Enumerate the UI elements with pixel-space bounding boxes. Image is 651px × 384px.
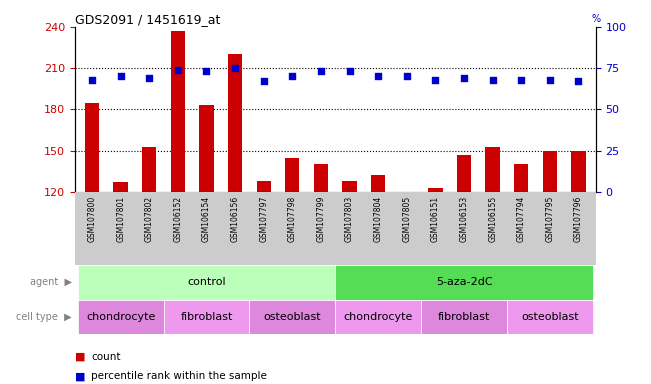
Text: ■: ■ <box>75 352 89 362</box>
Text: fibroblast: fibroblast <box>438 312 490 322</box>
Text: osteoblast: osteoblast <box>521 312 579 322</box>
Text: GSM107798: GSM107798 <box>288 196 297 242</box>
Text: GSM107799: GSM107799 <box>316 196 326 242</box>
Point <box>516 77 527 83</box>
Point <box>115 73 126 79</box>
Text: GSM106151: GSM106151 <box>431 196 440 242</box>
Text: 5-aza-2dC: 5-aza-2dC <box>436 277 492 287</box>
Bar <box>507 300 593 334</box>
Bar <box>335 265 593 300</box>
Text: GSM106154: GSM106154 <box>202 196 211 242</box>
Bar <box>342 181 357 192</box>
Point <box>459 75 469 81</box>
Text: GSM107804: GSM107804 <box>374 196 383 242</box>
Bar <box>428 188 443 192</box>
Text: osteoblast: osteoblast <box>264 312 321 322</box>
Bar <box>163 300 249 334</box>
Text: control: control <box>187 277 226 287</box>
Bar <box>371 175 385 192</box>
Bar <box>256 181 271 192</box>
Point <box>230 65 240 71</box>
Bar <box>171 31 185 192</box>
Bar <box>142 147 156 192</box>
Bar <box>199 105 214 192</box>
Point <box>287 73 298 79</box>
Text: ■: ■ <box>75 371 89 381</box>
Bar <box>77 265 335 300</box>
Text: GSM107801: GSM107801 <box>116 196 125 242</box>
Bar <box>421 300 507 334</box>
Text: GSM107797: GSM107797 <box>259 196 268 242</box>
Point <box>574 78 584 84</box>
Text: GDS2091 / 1451619_at: GDS2091 / 1451619_at <box>75 13 220 26</box>
Text: cell type  ▶: cell type ▶ <box>16 312 72 322</box>
Text: chondrocyte: chondrocyte <box>344 312 413 322</box>
Text: GSM107800: GSM107800 <box>87 196 96 242</box>
Point <box>144 75 154 81</box>
Text: GSM106155: GSM106155 <box>488 196 497 242</box>
Text: GSM107796: GSM107796 <box>574 196 583 242</box>
Point <box>373 73 383 79</box>
Text: count: count <box>91 352 120 362</box>
Point <box>430 77 441 83</box>
Bar <box>486 147 500 192</box>
Text: GSM106153: GSM106153 <box>460 196 469 242</box>
Point <box>316 68 326 74</box>
Point <box>402 73 412 79</box>
Text: chondrocyte: chondrocyte <box>86 312 156 322</box>
Text: GSM106152: GSM106152 <box>173 196 182 242</box>
Bar <box>314 164 328 192</box>
Text: GSM107805: GSM107805 <box>402 196 411 242</box>
Bar <box>228 55 242 192</box>
Text: GSM107802: GSM107802 <box>145 196 154 242</box>
Bar <box>85 103 99 192</box>
Point <box>488 77 498 83</box>
Bar <box>335 300 421 334</box>
Point <box>258 78 269 84</box>
Bar <box>285 157 299 192</box>
Point <box>201 68 212 74</box>
Point <box>545 77 555 83</box>
Point <box>87 77 97 83</box>
Text: GSM107795: GSM107795 <box>546 196 555 242</box>
Bar <box>457 155 471 192</box>
Bar <box>113 182 128 192</box>
Point <box>344 68 355 74</box>
Bar <box>249 300 335 334</box>
Bar <box>543 151 557 192</box>
Text: percentile rank within the sample: percentile rank within the sample <box>91 371 267 381</box>
Text: %: % <box>591 13 600 23</box>
Text: agent  ▶: agent ▶ <box>29 277 72 287</box>
Bar <box>572 151 586 192</box>
Text: GSM106156: GSM106156 <box>230 196 240 242</box>
Bar <box>514 164 529 192</box>
Text: fibroblast: fibroblast <box>180 312 232 322</box>
Point <box>173 67 183 73</box>
Bar <box>77 300 163 334</box>
Text: GSM107803: GSM107803 <box>345 196 354 242</box>
Text: GSM107794: GSM107794 <box>517 196 526 242</box>
